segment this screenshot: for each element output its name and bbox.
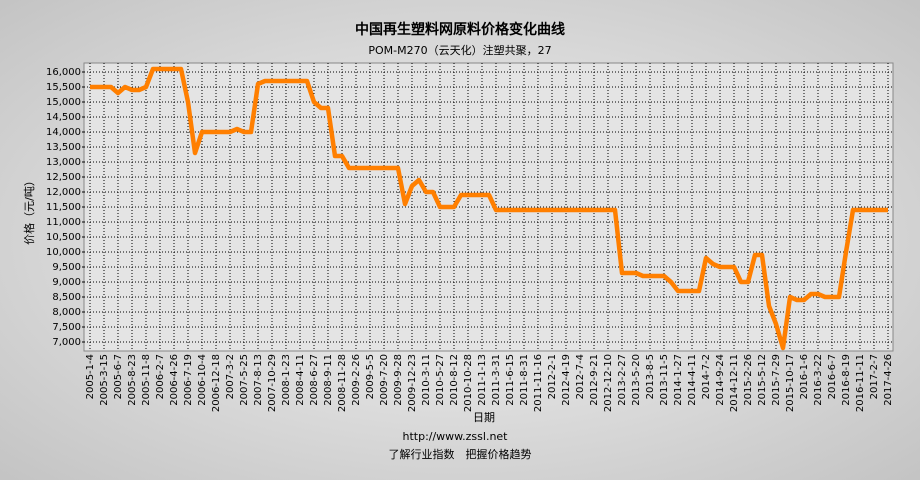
y-tick-label: 15,000 [46, 97, 81, 108]
y-tick-label: 13,000 [46, 157, 81, 168]
slogan: 了解行业指数 把握价格趋势 [389, 447, 532, 461]
x-tick-label: 2013-5-20 [631, 354, 642, 406]
x-tick-label: 2005-11-8 [141, 354, 152, 406]
x-tick-label: 2013-8-5 [645, 354, 656, 399]
y-tick-label: 11,000 [46, 217, 81, 228]
x-tick-label: 2009-7-20 [379, 354, 390, 406]
y-tick-label: 14,500 [46, 112, 81, 123]
x-tick-label: 2013-2-27 [617, 354, 628, 406]
x-tick-label: 2009-5-5 [365, 354, 376, 399]
y-tick-label: 12,000 [46, 187, 81, 198]
x-tick-label: 2012-2-1 [547, 354, 558, 399]
x-tick-label: 2005-6-7 [113, 354, 124, 399]
y-tick-label: 16,000 [46, 67, 81, 78]
x-tick-label: 2011-6-15 [505, 354, 516, 406]
x-tick-label: 2008-6-27 [309, 354, 320, 406]
x-tick-label: 2012-9-21 [589, 354, 600, 406]
x-tick-label: 2012-12-10 [603, 354, 614, 412]
x-tick-label: 2016-1-6 [799, 354, 810, 399]
x-axis-label: 日期 [473, 411, 495, 424]
y-tick-label: 10,500 [46, 232, 81, 243]
x-tick-label: 2009-2-26 [351, 354, 362, 406]
x-tick-label: 2006-7-19 [183, 354, 194, 406]
x-tick-label: 2007-5-25 [239, 354, 250, 406]
x-tick-label: 2012-4-19 [561, 354, 572, 406]
x-tick-label: 2014-12-11 [729, 354, 740, 412]
y-tick-label: 10,000 [46, 247, 81, 258]
x-tick-label: 2006-4-26 [169, 354, 180, 406]
x-tick-label: 2010-10-28 [463, 354, 474, 412]
x-tick-label: 2005-8-23 [127, 354, 138, 406]
plot-area [83, 62, 894, 352]
x-tick-label: 2008-4-11 [295, 354, 306, 406]
y-tick-label: 8,000 [52, 307, 81, 318]
y-tick-label: 9,000 [52, 277, 81, 288]
y-tick-label: 14,000 [46, 127, 81, 138]
y-tick-label: 12,500 [46, 172, 81, 183]
x-tick-label: 2007-10-29 [267, 354, 278, 412]
x-tick-label: 2010-5-27 [435, 354, 446, 406]
x-tick-label: 2017-4-26 [883, 354, 894, 406]
x-tick-label: 2009-9-28 [393, 354, 404, 406]
x-tick-label: 2013-11-5 [659, 354, 670, 406]
x-tick-label: 2007-3-2 [225, 354, 236, 399]
y-tick-label: 11,500 [46, 202, 81, 213]
x-tick-label: 2014-9-24 [715, 354, 726, 406]
x-tick-label: 2008-1-23 [281, 354, 292, 406]
x-tick-label: 2015-7-29 [771, 354, 782, 406]
x-tick-label: 2016-3-22 [813, 354, 824, 406]
x-tick-label: 2006-12-18 [211, 354, 222, 412]
x-tick-label: 2011-8-31 [519, 354, 530, 406]
x-tick-label: 2012-7-4 [575, 354, 586, 399]
x-tick-label: 2017-2-7 [869, 354, 880, 399]
url: http://www.zssl.net [402, 430, 508, 443]
x-tick-label: 2015-2-26 [743, 354, 754, 406]
x-tick-label: 2016-8-19 [841, 354, 852, 406]
x-tick-label: 2011-11-16 [533, 354, 544, 412]
x-tick-label: 2016-6-7 [827, 354, 838, 399]
x-tick-label: 2014-4-11 [687, 354, 698, 406]
x-tick-label: 2015-10-17 [785, 354, 796, 412]
x-tick-label: 2010-3-11 [421, 354, 432, 406]
y-tick-label: 15,500 [46, 82, 81, 93]
line-series [90, 66, 888, 351]
chart-title: 中国再生塑料网原料价格变化曲线 [355, 21, 565, 38]
y-tick-label: 13,500 [46, 142, 81, 153]
y-tick-label: 7,500 [52, 322, 81, 333]
x-tick-label: 2014-1-27 [673, 354, 684, 406]
x-tick-label: 2008-9-11 [323, 354, 334, 406]
x-tick-label: 2011-1-13 [477, 354, 488, 406]
x-tick-label: 2009-12-23 [407, 354, 418, 412]
y-axis-label: 价格（元/吨） [22, 175, 36, 245]
x-tick-label: 2008-11-28 [337, 354, 348, 412]
x-tick-label: 2015-5-12 [757, 354, 768, 406]
x-tick-label: 2006-10-4 [197, 354, 208, 406]
x-tick-label: 2005-1-4 [85, 354, 96, 399]
y-tick-label: 7,000 [52, 337, 81, 348]
x-tick-label: 2016-11-11 [855, 354, 866, 412]
x-tick-label: 2011-3-31 [491, 354, 502, 406]
y-tick-label: 8,500 [52, 292, 81, 303]
x-tick-label: 2005-3-15 [99, 354, 110, 406]
x-tick-label: 2006-2-7 [155, 354, 166, 399]
x-tick-label: 2014-7-2 [701, 354, 712, 399]
x-tick-label: 2007-8-13 [253, 354, 264, 406]
y-tick-label: 9,500 [52, 262, 81, 273]
x-tick-label: 2010-8-12 [449, 354, 460, 406]
chart-subtitle: POM-M270（云天化）注塑共聚，27 [368, 43, 551, 57]
